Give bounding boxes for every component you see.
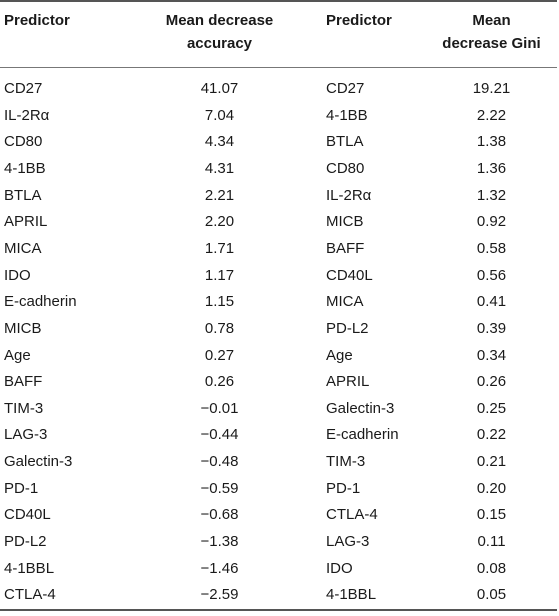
mean-decrease-accuracy-cell: 1.71 (204, 240, 235, 257)
header-mean-decrease-accuracy: Mean decrease accuracy (118, 9, 321, 55)
predictor-gini-cell: MICA (326, 293, 364, 310)
predictor-accuracy-cell: LAG-3 (4, 426, 48, 443)
mean-decrease-accuracy-cell: 0.26 (204, 373, 235, 390)
predictor-accuracy-cell: CD80 (4, 133, 43, 150)
mean-decrease-accuracy-cell: −0.01 (200, 400, 239, 417)
header-gini-line2: decrease Gini (442, 35, 541, 52)
predictor-gini-cell: CTLA-4 (326, 506, 378, 523)
predictor-gini-cell: Age (326, 347, 353, 364)
predictor-gini-cell: CD40L (326, 267, 373, 284)
predictor-gini-cell: LAG-3 (326, 533, 370, 550)
predictor-accuracy-cell: Galectin-3 (4, 453, 73, 470)
predictor-accuracy-cell: E-cadherin (4, 293, 77, 310)
predictor-accuracy-cell: IL-2Rα (4, 107, 50, 124)
mean-decrease-gini-cell: 0.34 (476, 347, 507, 364)
mean-decrease-accuracy-cell: 4.34 (204, 133, 235, 150)
mean-decrease-gini-cell: 0.20 (476, 480, 507, 497)
predictor-accuracy-cell: MICB (4, 320, 42, 337)
table-top-rule (0, 0, 557, 2)
mean-decrease-accuracy-cell: −2.59 (200, 586, 239, 603)
predictor-accuracy-cell: MICA (4, 240, 42, 257)
mean-decrease-gini-cell: 0.41 (476, 293, 507, 310)
predictor-accuracy-cell: CTLA-4 (4, 586, 56, 603)
predictor-gini-cell: BAFF (326, 240, 365, 257)
predictor-gini-cell: Galectin-3 (326, 400, 395, 417)
mean-decrease-gini-cell: 2.22 (476, 107, 507, 124)
predictor-gini-cell: CD80 (326, 160, 365, 177)
predictor-gini-cell: E-cadherin (326, 426, 399, 443)
predictor-gini-cell: APRIL (326, 373, 370, 390)
header-predictor-1: Predictor (4, 12, 70, 29)
predictor-gini-cell: MICB (326, 213, 364, 230)
mean-decrease-accuracy-cell: 4.31 (204, 160, 235, 177)
mean-decrease-accuracy-cell: 0.27 (204, 347, 235, 364)
header-accuracy-line1: Mean decrease (165, 12, 274, 29)
predictor-accuracy-cell: CD27 (4, 80, 43, 97)
predictor-gini-cell: IL-2Rα (326, 187, 372, 204)
predictor-gini-cell: IDO (326, 560, 353, 577)
mean-decrease-gini-cell: 0.15 (476, 506, 507, 523)
mean-decrease-gini-cell: 0.92 (476, 213, 507, 230)
mean-decrease-accuracy-cell: 41.07 (200, 80, 239, 97)
predictor-gini-cell: 4-1BBL (326, 586, 377, 603)
predictor-gini-cell: CD27 (326, 80, 365, 97)
mean-decrease-gini-cell: 0.22 (476, 426, 507, 443)
mean-decrease-accuracy-cell: 7.04 (204, 107, 235, 124)
predictor-accuracy-cell: PD-1 (4, 480, 39, 497)
mean-decrease-accuracy-cell: −0.59 (200, 480, 239, 497)
mean-decrease-accuracy-cell: −1.38 (200, 533, 239, 550)
predictor-accuracy-cell: 4-1BBL (4, 560, 55, 577)
mean-decrease-gini-cell: 0.05 (476, 586, 507, 603)
predictor-gini-cell: PD-1 (326, 480, 361, 497)
mean-decrease-gini-cell: 19.21 (472, 80, 511, 97)
mean-decrease-accuracy-cell: 2.20 (204, 213, 235, 230)
predictor-accuracy-cell: TIM-3 (4, 400, 44, 417)
predictor-accuracy-cell: IDO (4, 267, 31, 284)
predictor-accuracy-cell: CD40L (4, 506, 51, 523)
mean-decrease-gini-cell: 1.32 (476, 187, 507, 204)
mean-decrease-accuracy-cell: −1.46 (200, 560, 239, 577)
predictor-accuracy-cell: Age (4, 347, 31, 364)
header-rule (0, 67, 557, 68)
predictor-gini-cell: 4-1BB (326, 107, 368, 124)
header-predictor-2: Predictor (326, 12, 392, 29)
predictor-gini-cell: BTLA (326, 133, 364, 150)
mean-decrease-gini-cell: 0.25 (476, 400, 507, 417)
table-bottom-rule (0, 609, 557, 611)
mean-decrease-accuracy-cell: −0.68 (200, 506, 239, 523)
mean-decrease-accuracy-cell: 2.21 (204, 187, 235, 204)
mean-decrease-gini-cell: 0.11 (477, 533, 506, 550)
mean-decrease-gini-cell: 0.56 (476, 267, 507, 284)
mean-decrease-accuracy-cell: 0.78 (204, 320, 235, 337)
mean-decrease-gini-cell: 0.58 (476, 240, 507, 257)
mean-decrease-gini-cell: 1.36 (476, 160, 507, 177)
mean-decrease-accuracy-cell: 1.15 (204, 293, 235, 310)
mean-decrease-gini-cell: 0.21 (476, 453, 507, 470)
predictor-gini-cell: TIM-3 (326, 453, 366, 470)
mean-decrease-gini-cell: 0.39 (476, 320, 507, 337)
predictor-accuracy-cell: BTLA (4, 187, 42, 204)
predictor-accuracy-cell: APRIL (4, 213, 48, 230)
header-accuracy-line2: accuracy (186, 35, 253, 52)
predictor-accuracy-cell: BAFF (4, 373, 43, 390)
mean-decrease-gini-cell: 0.26 (476, 373, 507, 390)
header-gini-line1: Mean (472, 12, 511, 29)
mean-decrease-gini-cell: 0.08 (476, 560, 507, 577)
predictor-accuracy-cell: PD-L2 (4, 533, 47, 550)
predictor-gini-cell: PD-L2 (326, 320, 369, 337)
predictor-accuracy-cell: 4-1BB (4, 160, 46, 177)
mean-decrease-accuracy-cell: −0.48 (200, 453, 239, 470)
mean-decrease-accuracy-cell: 1.17 (204, 267, 235, 284)
header-mean-decrease-gini: Mean decrease Gini (427, 9, 556, 55)
mean-decrease-accuracy-cell: −0.44 (200, 426, 239, 443)
mean-decrease-gini-cell: 1.38 (476, 133, 507, 150)
